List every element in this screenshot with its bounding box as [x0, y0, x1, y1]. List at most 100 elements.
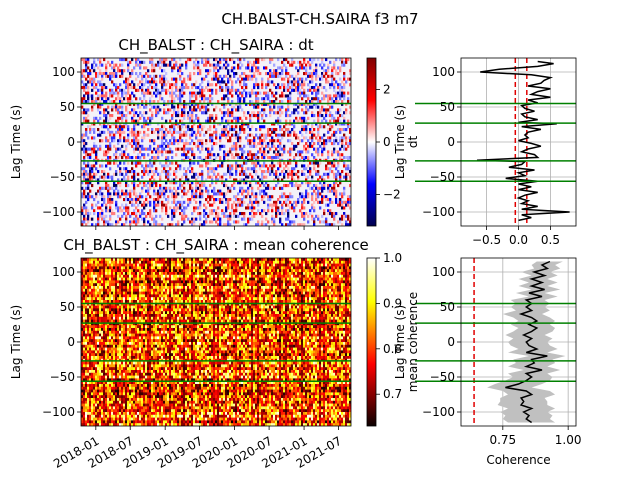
heatmap-cell: [285, 94, 288, 98]
heatmap-cell: [99, 274, 102, 278]
heatmap-cell: [215, 272, 218, 276]
heatmap-cell: [283, 272, 286, 276]
heatmap-cell: [215, 74, 218, 78]
heatmap-cell: [251, 206, 254, 210]
heatmap-cell: [145, 100, 148, 104]
heatmap-cell: [347, 77, 350, 81]
heatmap-cell: [189, 142, 192, 146]
heatmap-cell: [295, 184, 298, 188]
heatmap-cell: [101, 175, 104, 179]
heatmap-cell: [237, 139, 240, 143]
heatmap-cell: [195, 200, 198, 204]
heatmap-cell: [195, 206, 198, 210]
heatmap-cell: [315, 77, 318, 81]
heatmap-cell: [211, 91, 214, 95]
heatmap-cell: [131, 200, 134, 204]
heatmap-cell: [267, 130, 270, 134]
heatmap-cell: [243, 280, 246, 284]
heatmap-cell: [269, 198, 272, 202]
heatmap-cell: [259, 223, 262, 226]
heatmap-cell: [337, 258, 340, 262]
heatmap-cell: [191, 83, 194, 87]
heatmap-cell: [101, 263, 104, 267]
heatmap-cell: [103, 172, 106, 176]
heatmap-cell: [185, 214, 188, 218]
heatmap-cell: [301, 63, 304, 67]
heatmap-cell: [201, 184, 204, 188]
heatmap-cell: [323, 258, 326, 262]
heatmap-cell: [159, 77, 162, 81]
heatmap-cell: [275, 212, 278, 216]
heatmap-cell: [123, 139, 126, 143]
heatmap-cell: [161, 189, 164, 193]
heatmap-cell: [309, 100, 312, 104]
heatmap-cell: [321, 60, 324, 64]
heatmap-cell: [147, 74, 150, 78]
heatmap-cell: [121, 214, 124, 218]
heatmap-cell: [193, 105, 196, 109]
heatmap-cell: [283, 130, 286, 134]
heatmap-cell: [105, 116, 108, 120]
heatmap-cell: [219, 58, 222, 62]
heatmap-cell: [287, 175, 290, 179]
heatmap-cell: [183, 209, 186, 213]
heatmap-cell: [297, 72, 300, 76]
heatmap-cell: [235, 198, 238, 202]
heatmap-cell: [197, 161, 200, 165]
heatmap-cell: [211, 220, 214, 224]
heatmap-cell: [137, 184, 140, 188]
heatmap-cell: [131, 272, 134, 276]
heatmap-cell: [333, 217, 336, 221]
heatmap-cell: [247, 66, 250, 70]
heatmap-cell: [187, 150, 190, 154]
heatmap-cell: [177, 274, 180, 278]
heatmap-cell: [189, 280, 192, 284]
heatmap-cell: [315, 63, 318, 67]
heatmap-cell: [267, 220, 270, 224]
heatmap-cell: [155, 83, 158, 87]
heatmap-cell: [263, 260, 266, 264]
heatmap-cell: [291, 88, 294, 92]
heatmap-cell: [141, 80, 144, 84]
heatmap-cell: [195, 91, 198, 95]
heatmap-cell: [161, 83, 164, 87]
heatmap-cell: [125, 83, 128, 87]
heatmap-cell: [297, 91, 300, 95]
heatmap-cell: [267, 277, 270, 281]
heatmap-cell: [217, 100, 220, 104]
heatmap-cell: [195, 80, 198, 84]
heatmap-cell: [265, 144, 268, 148]
heatmap-cell: [229, 77, 232, 81]
heatmap-cell: [225, 223, 228, 226]
heatmap-cell: [127, 170, 130, 174]
heatmap-cell: [119, 263, 122, 267]
heatmap-cell: [205, 269, 208, 273]
heatmap-cell: [125, 214, 128, 218]
heatmap-cell: [241, 277, 244, 281]
heatmap-cell: [345, 269, 348, 273]
heatmap-cell: [201, 97, 204, 101]
heatmap-cell: [329, 277, 332, 281]
heatmap-cell: [235, 130, 238, 134]
heatmap-cell: [193, 156, 196, 160]
heatmap-cell: [207, 72, 210, 76]
heatmap-cell: [99, 164, 102, 168]
heatmap-cell: [93, 150, 96, 154]
heatmap-cell: [311, 175, 314, 179]
heatmap-cell: [283, 147, 286, 151]
heatmap-cell: [183, 172, 186, 176]
heatmap-cell: [167, 258, 170, 262]
heatmap-cell: [307, 150, 310, 154]
heatmap-cell: [283, 58, 286, 62]
heatmap-cell: [177, 223, 180, 226]
heatmap-cell: [157, 272, 160, 276]
heatmap-cell: [303, 116, 306, 120]
heatmap-cell: [275, 269, 278, 273]
heatmap-cell: [203, 214, 206, 218]
heatmap-cell: [109, 133, 112, 137]
heatmap-cell: [297, 119, 300, 123]
heatmap-cell: [219, 133, 222, 137]
heatmap-cell: [341, 60, 344, 64]
heatmap-cell: [181, 217, 184, 221]
y-tick-label: 100: [432, 65, 455, 79]
